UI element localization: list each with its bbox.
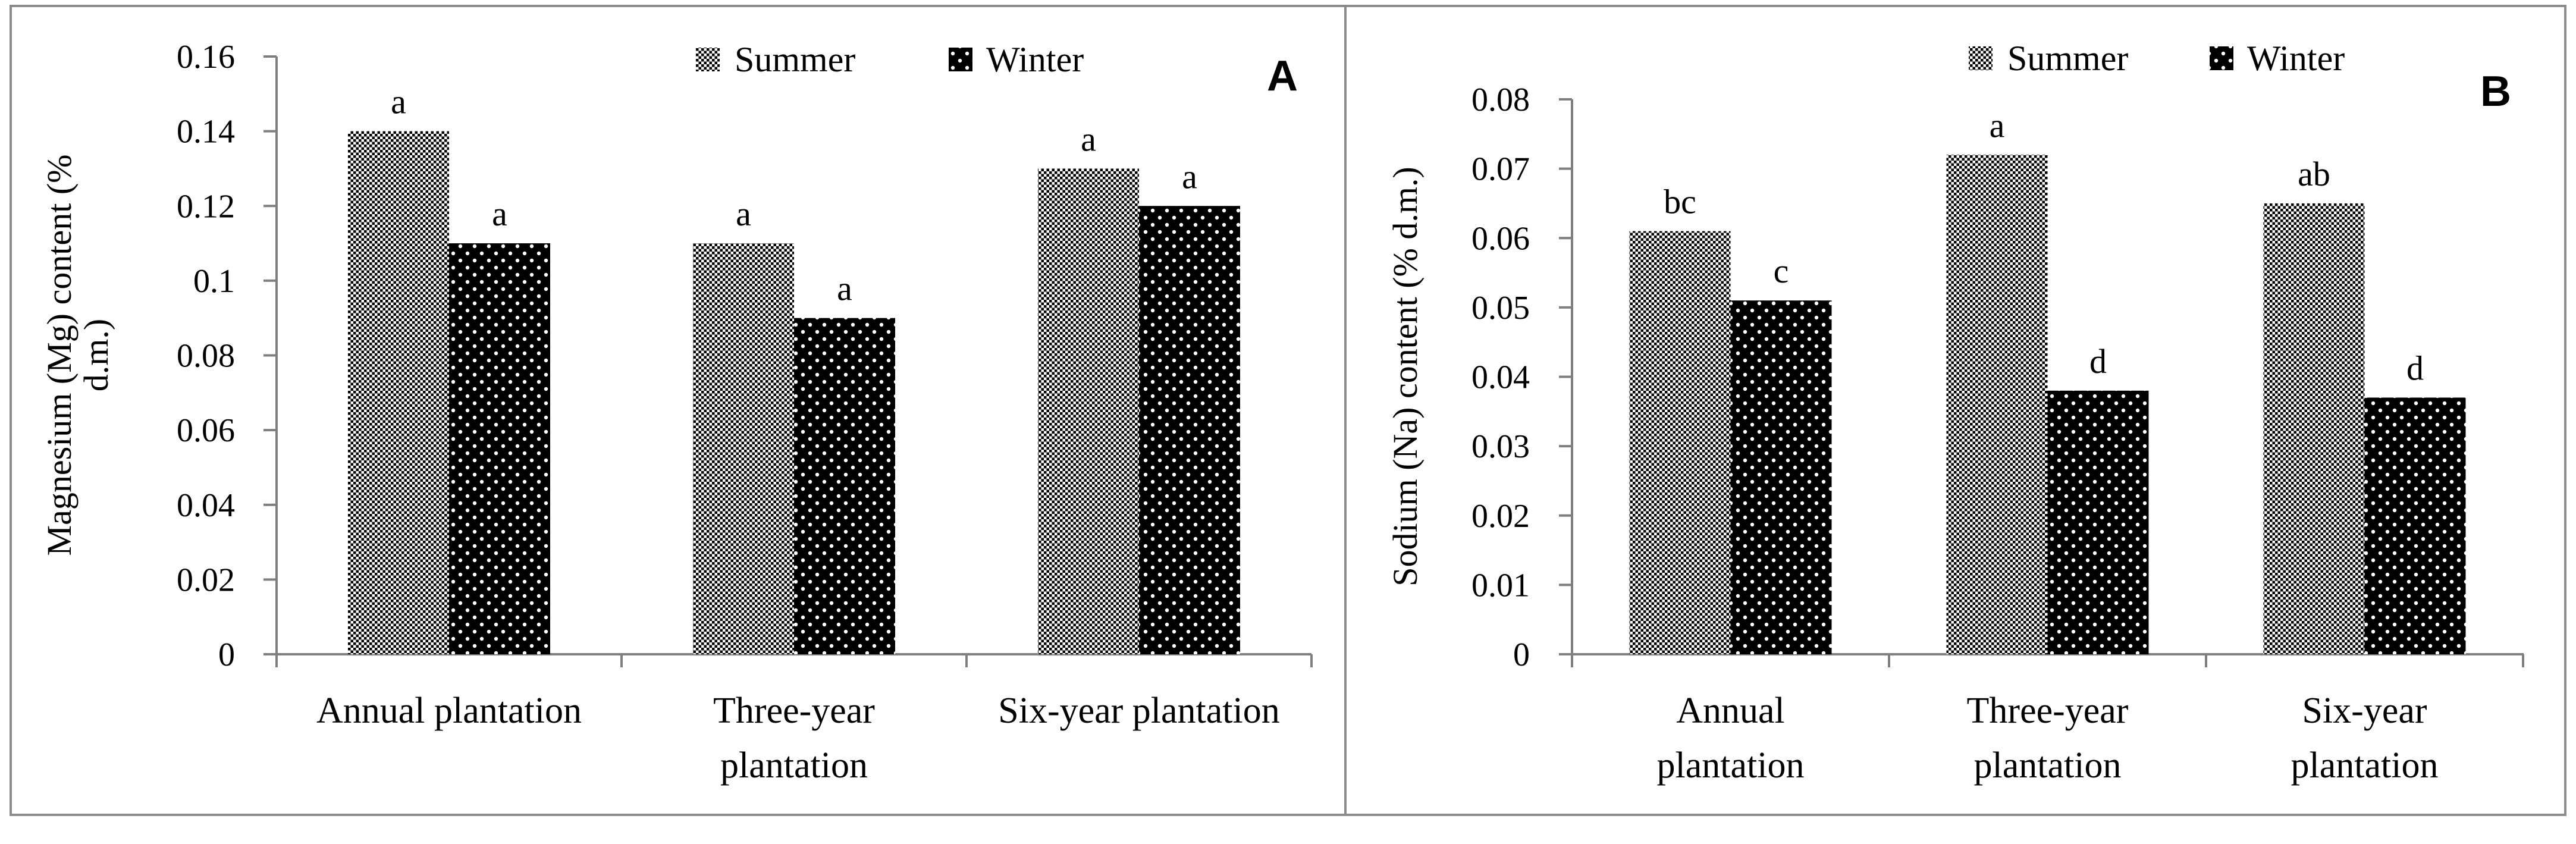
panel-a-y-tick-label: 0.14 [177,114,235,150]
panel-a-bar-labels: a a a a a a [391,83,1197,308]
panel-b-category-label: plantation [1657,745,1805,786]
panel-b-bar-winter-2 [2364,397,2466,654]
panel-a-bar-summer-1 [693,243,794,654]
panel-a-bar-winter-2 [1139,206,1240,654]
panel-b-chart: 0 0.01 0.02 0.03 0.04 0.05 0.06 0.07 0.08 bc c a d a… [1386,39,2524,786]
panel-a-bar-label: a [736,194,751,233]
panel-b-y-tick-label: 0.04 [1471,359,1530,396]
panel-a-category-label: Annual plantation [316,691,582,731]
panel-a-bar-winter-1 [794,318,895,654]
panel-b-letter: B [2480,68,2511,115]
panel-b-bar-label: c [1774,252,1789,290]
panel-b-category-label: plantation [1974,745,2122,786]
panel-a-y-axis-title-line: Magnesium (Mg) content (% [40,155,79,556]
panel-b-y-axis-title-line: Sodium (Na) content (% d.m.) [1386,167,1425,586]
panel-a-y-axis-title: Magnesium (Mg) content (%d.m.) [40,155,115,556]
panel-b-bars [1629,155,2466,654]
panel-b-category-label: Six-year [2302,691,2427,731]
panel-b-y-tick-label: 0.06 [1471,220,1530,257]
panel-a-y-tick-label: 0.06 [177,412,235,449]
panel-a-legend-swatch-summer [696,48,720,71]
panel-a-bar-label: a [1182,157,1197,196]
panel-a-y-tick-label: 0.12 [177,188,235,225]
panel-a-bar-label: a [1081,120,1096,158]
panel-a-chart: 0 0.02 0.04 0.06 0.08 0.1 0.12 0.14 0.16 a a a a aa … [40,39,1313,786]
panel-b-bar-label: d [2406,349,2424,387]
panel-a-y-tick-label: 0.1 [193,263,235,300]
panel-a-category-label: Three-year [713,691,875,731]
panel-b-category-label: Annual [1676,691,1785,731]
panel-b-y-tick-label: 0.08 [1471,81,1530,118]
panel-a-y-tick-label: 0.08 [177,338,235,375]
panel-a-bar-label: a [837,269,852,308]
panel-b-legend-swatch-summer [1969,46,1993,70]
panel-b-legend-swatch-winter [2210,46,2233,70]
panel-a-bar-summer-0 [348,131,449,654]
panel-a-category-labels: Annual plantation Three-year plantation Six… [316,691,1280,786]
panel-a-category-label: plantation [720,745,868,786]
panel-a-legend-label-winter: Winter [986,40,1084,79]
panel-a-y-tick-label: 0.16 [177,39,235,76]
panel-b-category-label: plantation [2291,745,2439,786]
panel-b-y-tick-label: 0.01 [1471,567,1530,604]
panel-b-legend-label-winter: Winter [2247,39,2345,78]
panel-a-bars [348,131,1240,654]
panel-a-y-tick-label: 0.02 [177,561,235,598]
panel-b-bar-summer-2 [2263,203,2365,654]
panel-a-bar-winter-0 [449,243,550,654]
panel-b-category-label: Three-year [1967,691,2129,731]
panel-a-letter: A [1267,52,1298,100]
panel-b-category-labels: Annual plantation Three-year plantation Six-… [1657,691,2439,786]
panel-b-bar-winter-1 [2047,390,2149,654]
panel-b-y-tick-label: 0.07 [1471,151,1530,188]
panel-b-bar-label: d [2089,342,2107,381]
panel-a-legend: Summer Winter [696,40,1084,79]
panel-a-category-label: Six-year plantation [998,691,1279,731]
panel-b-y-tick-label: 0.03 [1471,428,1530,465]
panel-b-bar-winter-0 [1730,300,1832,654]
panel-b-bar-label: ab [2298,155,2330,193]
panel-b-bar-summer-0 [1629,231,1731,654]
panel-a-y-tick-label: 0 [218,636,235,673]
panel-b-bar-label: a [1990,106,2005,145]
panel-a-legend-swatch-winter [949,48,972,71]
panel-a-legend-label-summer: Summer [735,40,855,79]
panel-b-y-tick-label: 0.02 [1471,498,1530,535]
panel-b-legend: Summer Winter [1969,39,2345,78]
panel-b-frame [1344,5,2566,816]
panel-b-bar-summer-1 [1946,155,2048,654]
panel-a-y-axis-title-line: d.m.) [77,319,115,391]
panel-b-bar-label: bc [1664,183,1696,221]
panel-a-bar-label: a [391,83,406,121]
panel-b-bar-labels: bc c a d ab d [1664,106,2424,387]
panel-a-bar-summer-2 [1038,168,1139,654]
panel-b-y-tick-label: 0.05 [1471,290,1530,327]
panel-a-bar-label: a [492,194,507,233]
panel-a-y-tick-label: 0.04 [177,487,235,524]
panel-b-y-axis-title: Sodium (Na) content (% d.m.) [1386,167,1425,586]
panel-b-legend-label-summer: Summer [2007,39,2128,78]
panel-b-y-tick-label: 0 [1513,636,1530,673]
